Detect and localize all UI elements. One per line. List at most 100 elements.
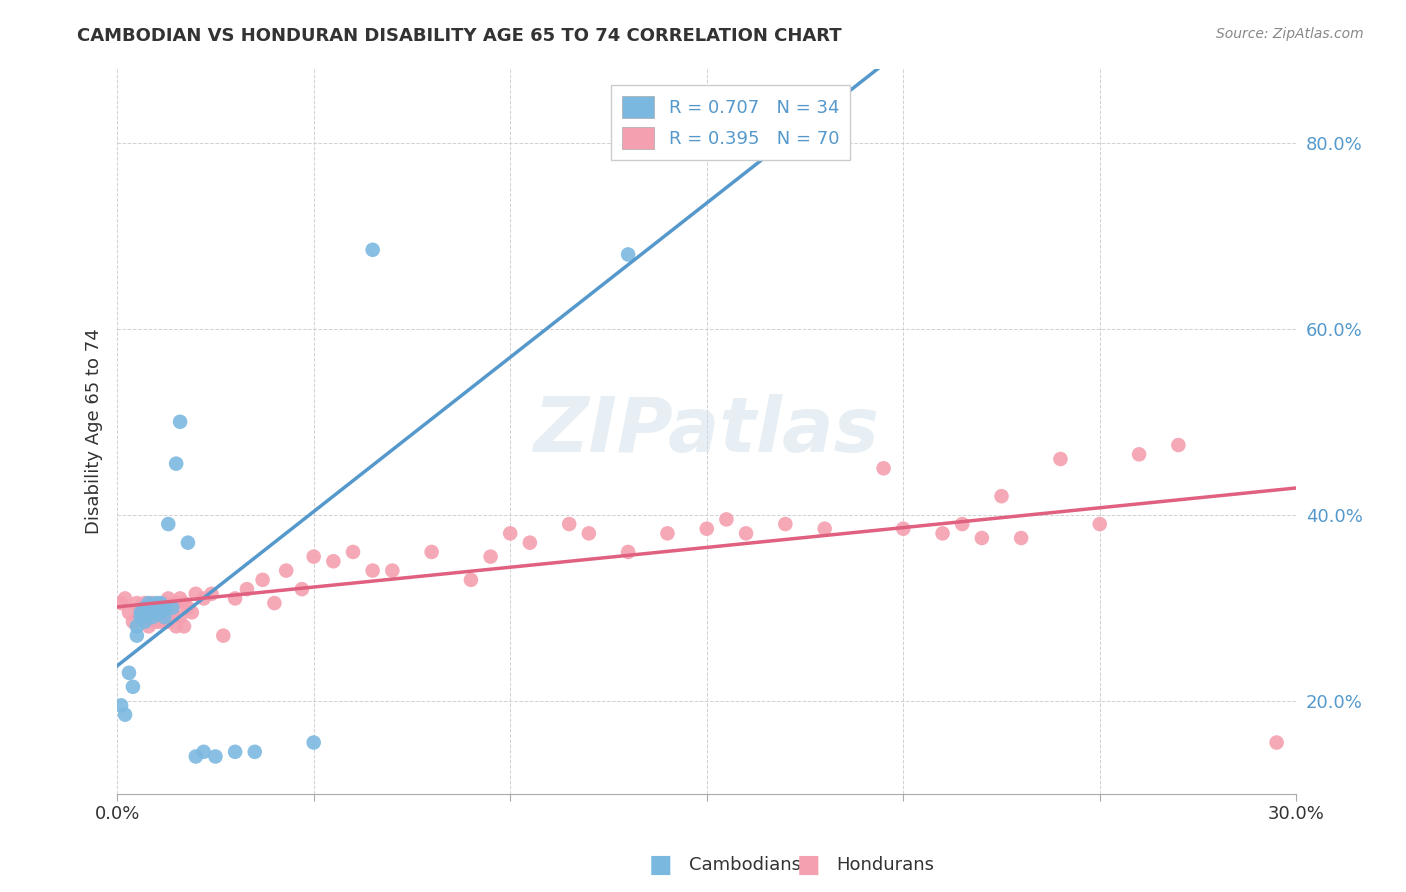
- Point: [1088, 517, 1111, 532]
- Point: [990, 489, 1012, 503]
- Point: [775, 517, 797, 532]
- Point: [204, 749, 226, 764]
- Point: [157, 591, 180, 606]
- Point: [145, 596, 167, 610]
- Point: [558, 517, 581, 532]
- Point: [142, 610, 165, 624]
- Legend: R = 0.707   N = 34, R = 0.395   N = 70: R = 0.707 N = 34, R = 0.395 N = 70: [610, 85, 849, 160]
- Point: [173, 596, 195, 610]
- Point: [134, 615, 156, 629]
- Point: [134, 615, 156, 629]
- Point: [184, 749, 207, 764]
- Point: [153, 600, 176, 615]
- Point: [165, 596, 187, 610]
- Point: [138, 596, 160, 610]
- Point: [193, 591, 215, 606]
- Point: [142, 596, 165, 610]
- Point: [165, 619, 187, 633]
- Point: [129, 606, 152, 620]
- Point: [578, 526, 600, 541]
- Point: [153, 606, 176, 620]
- Point: [1265, 735, 1288, 749]
- Point: [716, 512, 738, 526]
- Point: [193, 745, 215, 759]
- Point: [200, 587, 222, 601]
- Point: [138, 606, 160, 620]
- Point: [252, 573, 274, 587]
- Point: [145, 606, 167, 620]
- Point: [1167, 438, 1189, 452]
- Point: [519, 535, 541, 549]
- Point: [657, 526, 679, 541]
- Point: [153, 596, 176, 610]
- Point: [149, 606, 172, 620]
- Point: [125, 619, 148, 633]
- Point: [499, 526, 522, 541]
- Point: [173, 619, 195, 633]
- Point: [342, 545, 364, 559]
- Point: [177, 535, 200, 549]
- Point: [134, 596, 156, 610]
- Point: [361, 243, 384, 257]
- Point: [180, 606, 202, 620]
- Point: [138, 619, 160, 633]
- Point: [145, 615, 167, 629]
- Point: [160, 606, 183, 620]
- Point: [381, 564, 404, 578]
- Point: [931, 526, 953, 541]
- Point: [460, 573, 482, 587]
- Text: Source: ZipAtlas.com: Source: ZipAtlas.com: [1216, 27, 1364, 41]
- Point: [125, 629, 148, 643]
- Point: [735, 117, 758, 131]
- Point: [420, 545, 443, 559]
- Point: [950, 517, 973, 532]
- Point: [110, 596, 132, 610]
- Point: [212, 629, 235, 643]
- Point: [145, 606, 167, 620]
- Point: [735, 526, 758, 541]
- Point: [157, 517, 180, 532]
- Point: [110, 698, 132, 713]
- Point: [1049, 452, 1071, 467]
- Point: [153, 610, 176, 624]
- Text: CAMBODIAN VS HONDURAN DISABILITY AGE 65 TO 74 CORRELATION CHART: CAMBODIAN VS HONDURAN DISABILITY AGE 65 …: [77, 27, 842, 45]
- Point: [114, 707, 136, 722]
- Point: [134, 600, 156, 615]
- Point: [302, 549, 325, 564]
- Point: [129, 600, 152, 615]
- Text: Hondurans: Hondurans: [837, 856, 935, 874]
- Point: [122, 615, 145, 629]
- Point: [149, 600, 172, 615]
- Point: [1128, 447, 1150, 461]
- Point: [122, 680, 145, 694]
- Point: [696, 522, 718, 536]
- Point: [142, 600, 165, 615]
- Point: [479, 549, 502, 564]
- Point: [243, 745, 266, 759]
- Point: [302, 735, 325, 749]
- Point: [891, 522, 914, 536]
- Point: [157, 615, 180, 629]
- Point: [224, 591, 246, 606]
- Point: [617, 247, 640, 261]
- Point: [970, 531, 993, 545]
- Point: [125, 596, 148, 610]
- Point: [291, 582, 314, 596]
- Point: [165, 457, 187, 471]
- Point: [160, 606, 183, 620]
- Point: [149, 615, 172, 629]
- Point: [169, 591, 191, 606]
- Point: [236, 582, 259, 596]
- Point: [224, 745, 246, 759]
- Point: [361, 564, 384, 578]
- Point: [617, 545, 640, 559]
- Point: [118, 665, 141, 680]
- Text: ■: ■: [797, 854, 820, 877]
- Point: [118, 606, 141, 620]
- Point: [1010, 531, 1032, 545]
- Point: [322, 554, 344, 568]
- Point: [814, 522, 837, 536]
- Text: ZIPatlas: ZIPatlas: [534, 394, 880, 468]
- Text: ■: ■: [650, 854, 672, 877]
- Text: Cambodians: Cambodians: [689, 856, 801, 874]
